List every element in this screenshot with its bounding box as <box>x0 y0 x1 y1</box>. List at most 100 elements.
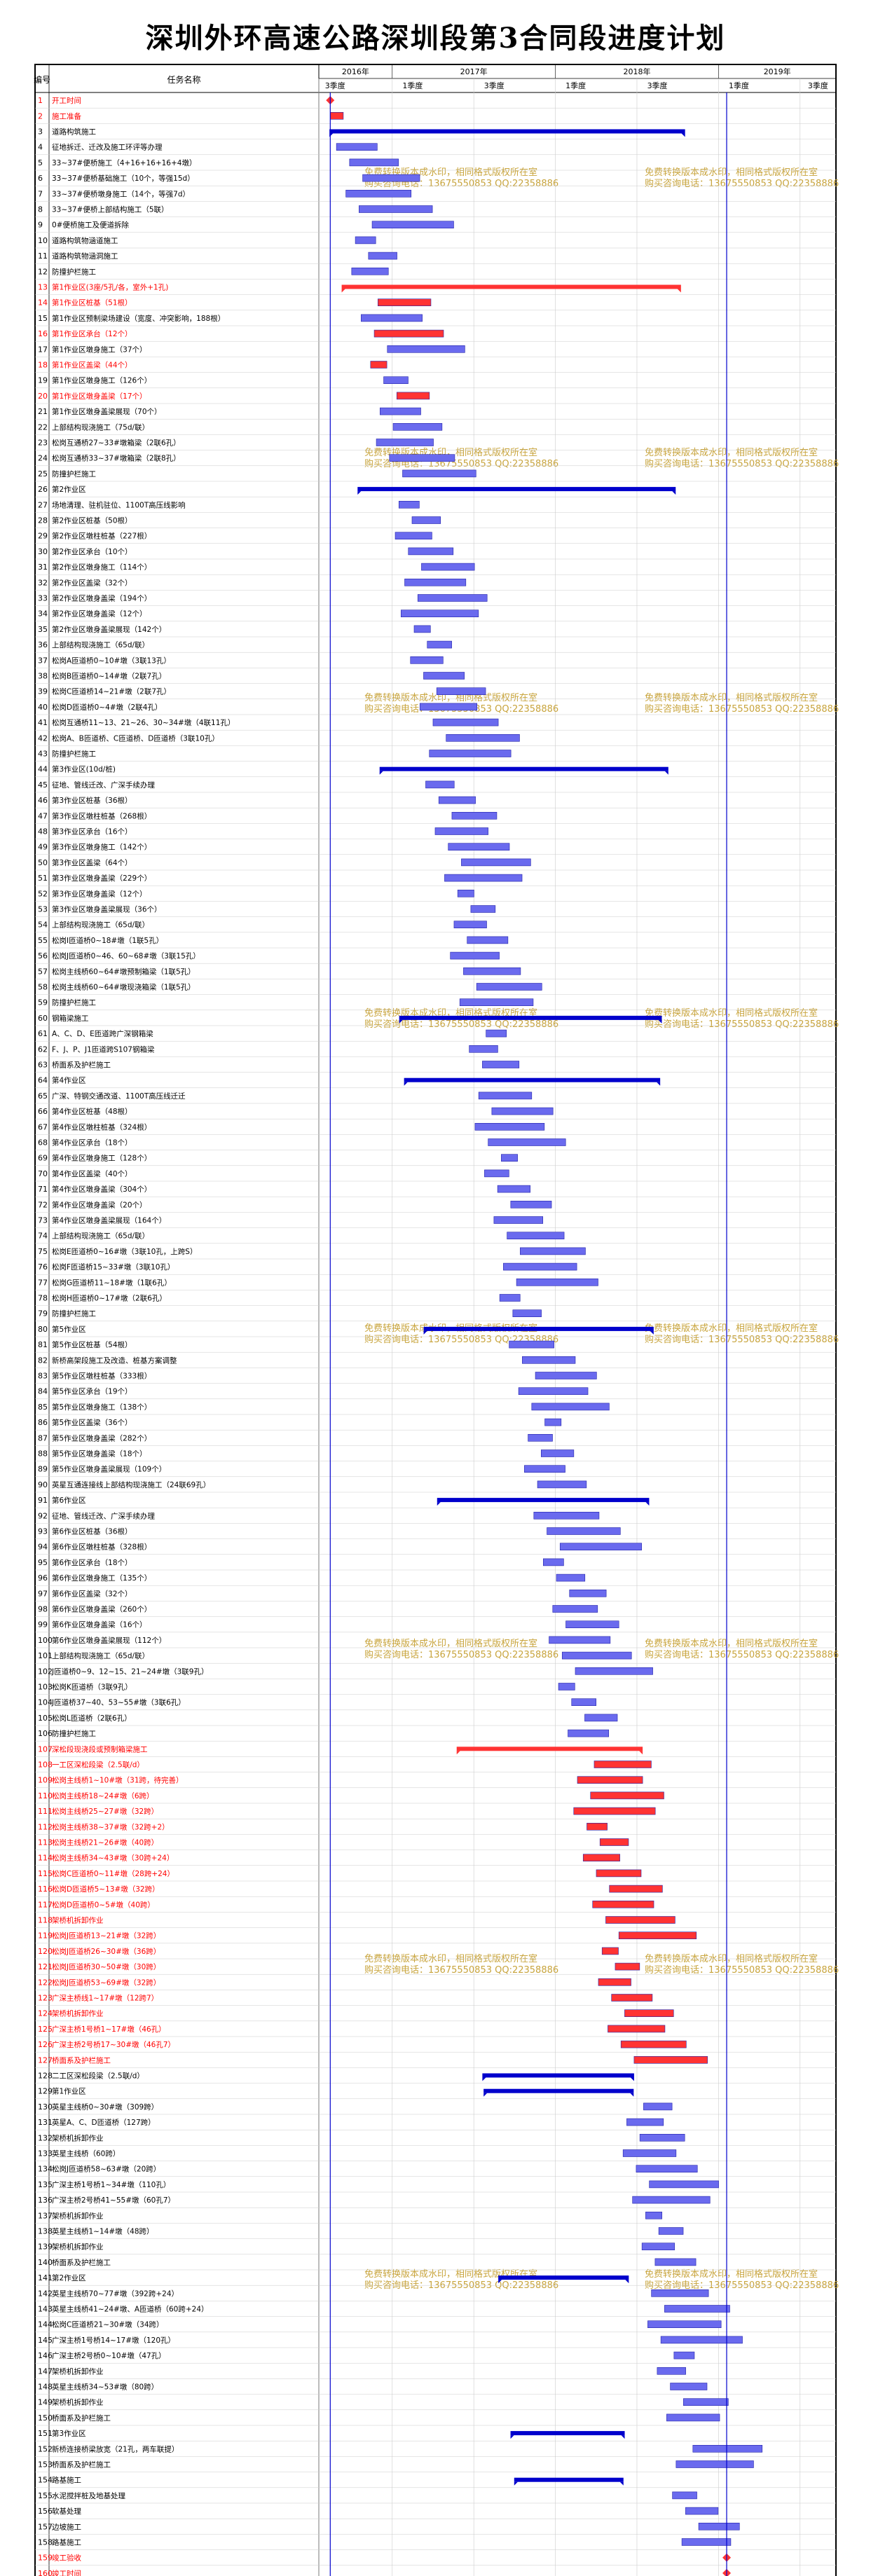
task-name: 深松段现浇段或预制箱梁施工 <box>52 1744 148 1754</box>
task-bar <box>434 827 488 835</box>
task-name: 松岗H匝道桥0~17#墩（2联6孔） <box>52 1294 167 1303</box>
task-id: 94 <box>38 1543 48 1552</box>
task-bar <box>573 1807 656 1815</box>
watermark-line2: 购买咨询电话：13675550853 QQ:22358886 <box>645 1334 839 1345</box>
watermark-line1: 免费转换版本成水印，相同格式版权所在室 <box>364 1638 537 1649</box>
summary-bar <box>399 1015 662 1020</box>
task-bar <box>531 1403 610 1411</box>
task-id: 95 <box>38 1558 48 1567</box>
task-id: 105 <box>38 1714 53 1723</box>
task-name: 松岗主线桥34~43#墩（30跨+24） <box>52 1854 174 1863</box>
task-bar <box>396 392 430 400</box>
task-id: 9 <box>38 221 43 230</box>
task-name: 第5作业区 <box>52 1325 86 1334</box>
task-name: 英星主线桥1~14#墩（48跨） <box>52 2227 154 2236</box>
task-bar <box>373 329 444 338</box>
task-name: 道路构筑物涵道施工 <box>52 236 118 245</box>
task-id: 106 <box>38 1729 53 1738</box>
task-id: 125 <box>38 2025 53 2034</box>
task-bar <box>641 2243 675 2250</box>
task-bar <box>427 640 452 649</box>
summary-cap <box>437 1502 650 1506</box>
task-id: 145 <box>38 2336 53 2345</box>
task-id: 127 <box>38 2055 53 2065</box>
task-id: 41 <box>38 718 48 727</box>
task-id: 16 <box>38 329 48 338</box>
task-bar <box>476 983 542 991</box>
task-id: 128 <box>38 2072 53 2081</box>
year-label: 2016年 <box>342 67 369 76</box>
summary-bar <box>423 1326 654 1331</box>
task-bar <box>559 1543 642 1550</box>
task-bar <box>491 1107 554 1115</box>
task-bar <box>499 1294 521 1302</box>
task-id: 78 <box>38 1294 48 1303</box>
task-name: 架桥机拆卸作业 <box>52 2367 104 2376</box>
task-id: 58 <box>38 983 48 992</box>
task-name: 第4作业区桩基（48根） <box>52 1107 132 1116</box>
task-name: J匝道桥0~9、12~15、21~24#墩（3联9孔） <box>51 1667 208 1676</box>
task-bar <box>624 2009 674 2017</box>
task-id: 68 <box>38 1138 48 1148</box>
task-id: 138 <box>38 2227 53 2236</box>
task-id: 135 <box>38 2180 53 2189</box>
task-name: 33~37#便桥基础施工（10个，等强15d） <box>52 174 195 183</box>
task-name: 松岗C匝道桥14~21#墩（2联7孔） <box>52 687 171 696</box>
watermark-line2: 购买咨询电话：13675550853 QQ:22358886 <box>645 458 839 469</box>
task-name: 防撞护栏施工 <box>52 750 96 759</box>
task-id: 67 <box>38 1122 48 1131</box>
task-name: 软基处理 <box>52 2507 81 2516</box>
task-id: 22 <box>38 422 48 432</box>
task-id: 14 <box>38 298 48 308</box>
task-bar <box>618 1931 697 1939</box>
summary-cap <box>483 2093 634 2097</box>
task-name: 33~37#便桥上部结构施工（5联） <box>52 205 169 214</box>
task-id: 11 <box>38 252 48 261</box>
task-id: 158 <box>38 2538 53 2547</box>
task-bar <box>410 656 444 664</box>
task-name: F、J、P、J1匝道跨S107钢箱梁 <box>52 1045 155 1054</box>
quarter-label: 3季度 <box>325 81 345 90</box>
task-id: 99 <box>38 1620 48 1630</box>
task-name: 第6作业区 <box>52 1496 86 1505</box>
summary-bar <box>483 2088 634 2093</box>
task-bar <box>377 298 432 307</box>
task-name: 一工区深松段梁（2.5联/d） <box>52 1761 144 1770</box>
task-id: 103 <box>38 1683 53 1692</box>
task-bar <box>611 1994 653 2002</box>
task-id: 151 <box>38 2429 53 2438</box>
task-bar <box>474 1123 545 1131</box>
task-name: 新桥高架段施工及改造、桩基方案调整 <box>52 1356 177 1365</box>
task-id: 1 <box>38 96 43 105</box>
task-bar <box>654 2258 697 2266</box>
task-name: 第2作业区墩身盖梁（12个） <box>52 609 147 619</box>
task-id: 119 <box>38 1931 53 1941</box>
task-bar <box>575 1667 653 1675</box>
task-name: 防撞护栏施工 <box>52 1729 96 1738</box>
task-name: 边坡施工 <box>52 2522 81 2531</box>
task-id: 7 <box>38 189 43 198</box>
summary-bar <box>329 129 685 134</box>
task-id: 132 <box>38 2133 53 2142</box>
task-bar <box>533 1512 600 1520</box>
task-id: 154 <box>38 2476 53 2485</box>
task-id: 80 <box>38 1325 48 1334</box>
task-id: 66 <box>38 1107 48 1116</box>
task-id: 33 <box>38 594 48 603</box>
page-title: 深圳外环高速公路深圳段第3合同段进度计划 <box>145 22 726 55</box>
task-name: 松岗互通桥27~33#墩箱梁（2联6孔） <box>52 439 181 448</box>
task-name: 第5作业区墩身盖梁（282个） <box>52 1433 151 1442</box>
task-bar <box>605 1916 675 1924</box>
task-id: 19 <box>38 376 48 385</box>
task-id: 75 <box>38 1247 48 1256</box>
task-id: 25 <box>38 469 48 478</box>
task-id: 61 <box>38 1029 48 1038</box>
task-bar <box>395 532 432 540</box>
task-id: 155 <box>38 2491 53 2500</box>
header-id: 编号 <box>34 74 50 85</box>
task-bar <box>643 2102 673 2111</box>
task-id: 26 <box>38 485 48 494</box>
task-bar <box>636 2165 698 2172</box>
task-name: 松岗B匝道桥0~14#墩（2联7孔） <box>52 672 166 681</box>
